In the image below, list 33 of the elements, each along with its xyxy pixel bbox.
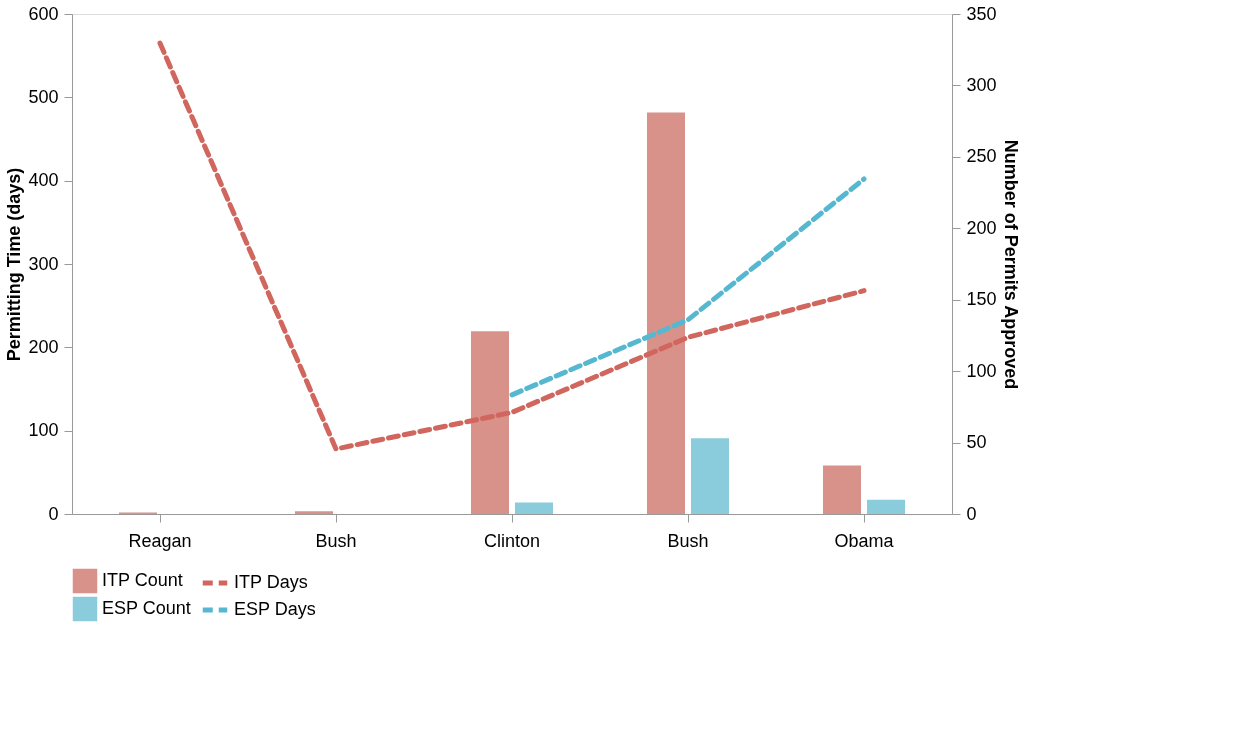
bar bbox=[471, 331, 509, 514]
x-tick-label: Obama bbox=[834, 530, 895, 551]
y-tick-label: 200 bbox=[28, 336, 59, 357]
y2-tick-label: 250 bbox=[966, 146, 997, 167]
y2-tick-label: 150 bbox=[966, 289, 997, 310]
bar bbox=[691, 438, 729, 514]
y2-tick-label: 300 bbox=[966, 74, 997, 95]
x-tick-label: Reagan bbox=[128, 530, 192, 551]
y-tick-label: 100 bbox=[28, 420, 59, 441]
legend-label: ITP Count bbox=[102, 570, 183, 590]
y-tick-label: 400 bbox=[28, 170, 59, 191]
y-tick-label: 300 bbox=[28, 253, 59, 274]
bar bbox=[867, 499, 905, 514]
bar bbox=[823, 465, 861, 514]
bar bbox=[515, 502, 553, 514]
y2-tick-label: 100 bbox=[966, 360, 997, 381]
x-tick-label: Bush bbox=[667, 530, 709, 551]
y-axis-title: Permitting Time (days) bbox=[4, 167, 25, 362]
bar bbox=[295, 511, 333, 514]
bar bbox=[647, 112, 685, 514]
x-tick-label: Bush bbox=[315, 530, 357, 551]
legend-label: ESP Days bbox=[234, 599, 316, 619]
y2-tick-label: 0 bbox=[966, 503, 977, 524]
y-tick-label: 0 bbox=[48, 503, 59, 524]
y2-tick-label: 50 bbox=[966, 432, 987, 453]
y2-axis-title: Number of Permits Approved bbox=[1000, 139, 1021, 390]
x-tick-label: Clinton bbox=[483, 530, 541, 551]
legend-label: ESP Count bbox=[102, 598, 191, 618]
y2-tick-label: 350 bbox=[966, 3, 997, 24]
y-tick-label: 600 bbox=[28, 3, 59, 24]
legend-label: ITP Days bbox=[234, 572, 308, 592]
y2-tick-label: 200 bbox=[966, 217, 997, 238]
y-tick-label: 500 bbox=[28, 86, 59, 107]
